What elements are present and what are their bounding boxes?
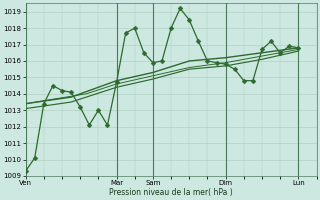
X-axis label: Pression niveau de la mer( hPa ): Pression niveau de la mer( hPa ) xyxy=(109,188,233,197)
